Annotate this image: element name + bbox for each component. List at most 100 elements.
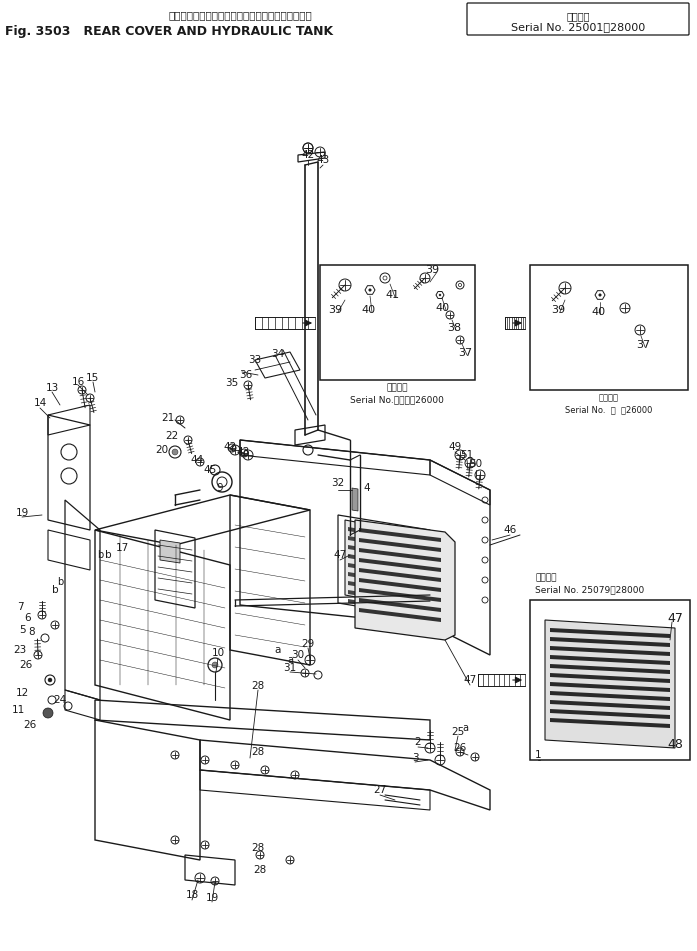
Polygon shape (348, 581, 422, 597)
Text: 47: 47 (333, 550, 346, 560)
Text: Serial No.　・　～26000: Serial No. ・ ～26000 (350, 396, 444, 404)
Text: 14: 14 (33, 398, 47, 408)
Polygon shape (359, 538, 441, 552)
Text: 37: 37 (636, 340, 650, 350)
Text: 4: 4 (364, 483, 370, 493)
Text: 37: 37 (458, 348, 472, 358)
Text: Serial No.  ・  ～26000: Serial No. ・ ～26000 (565, 405, 652, 415)
Text: 18: 18 (185, 890, 199, 900)
Polygon shape (550, 637, 670, 647)
Text: 27: 27 (374, 785, 387, 795)
Text: 47: 47 (464, 675, 477, 685)
Polygon shape (545, 620, 675, 748)
Text: リヤー　カバー　および　ハイドロリック　タンク: リヤー カバー および ハイドロリック タンク (168, 10, 312, 20)
Text: 44: 44 (190, 455, 204, 465)
Text: 45: 45 (204, 465, 217, 475)
Text: Fig. 3503   REAR COVER AND HYDRAULIC TANK: Fig. 3503 REAR COVER AND HYDRAULIC TANK (5, 25, 333, 38)
Text: 8: 8 (29, 627, 36, 637)
Text: 40: 40 (436, 303, 450, 313)
Text: 30: 30 (291, 650, 305, 660)
Polygon shape (550, 700, 670, 710)
Text: 43: 43 (316, 155, 330, 165)
Text: 23: 23 (13, 645, 26, 655)
Polygon shape (348, 545, 422, 561)
Polygon shape (348, 527, 422, 543)
Circle shape (172, 449, 178, 455)
Text: 適用号機: 適用号機 (386, 383, 408, 393)
Text: 3: 3 (412, 753, 418, 763)
Bar (320, 265, 475, 380)
Text: 26: 26 (20, 660, 33, 670)
Text: Serial No. 25001～28000: Serial No. 25001～28000 (511, 22, 645, 32)
Text: b: b (97, 550, 103, 560)
FancyBboxPatch shape (467, 3, 689, 35)
Polygon shape (359, 608, 441, 622)
Text: 適用号機: 適用号機 (566, 11, 590, 21)
Text: 28: 28 (252, 681, 265, 691)
Text: 17: 17 (116, 543, 129, 553)
Text: 40: 40 (591, 307, 605, 317)
Text: 15: 15 (85, 373, 98, 383)
Polygon shape (550, 709, 670, 719)
Polygon shape (550, 646, 670, 656)
Circle shape (48, 678, 52, 682)
Text: 9: 9 (217, 483, 223, 493)
Polygon shape (359, 568, 441, 582)
Polygon shape (550, 655, 670, 665)
Text: 28: 28 (252, 843, 265, 853)
Text: 11: 11 (11, 705, 24, 715)
Bar (530, 265, 688, 390)
Polygon shape (160, 540, 180, 563)
Polygon shape (345, 520, 425, 610)
Text: 20: 20 (155, 445, 169, 455)
Text: a: a (275, 645, 281, 655)
Text: 51: 51 (461, 450, 474, 460)
Polygon shape (348, 563, 422, 579)
Text: 36: 36 (239, 370, 252, 380)
Text: 46: 46 (503, 525, 516, 535)
Text: 16: 16 (71, 377, 84, 387)
Polygon shape (550, 718, 670, 728)
Text: 適用号機: 適用号機 (599, 394, 619, 402)
Text: 26: 26 (453, 743, 466, 753)
Polygon shape (550, 628, 670, 638)
Polygon shape (359, 598, 441, 612)
Text: 29: 29 (301, 639, 314, 649)
Circle shape (369, 289, 372, 291)
Text: 48: 48 (667, 739, 683, 751)
Polygon shape (359, 578, 441, 592)
Circle shape (599, 294, 602, 297)
Text: 21: 21 (162, 413, 175, 423)
Polygon shape (348, 599, 422, 615)
Circle shape (439, 294, 441, 296)
Polygon shape (550, 682, 670, 692)
Polygon shape (359, 588, 441, 602)
Text: 10: 10 (211, 648, 224, 658)
Polygon shape (550, 691, 670, 701)
Text: 5: 5 (19, 625, 25, 635)
Bar (530, 600, 690, 760)
Text: 7: 7 (17, 602, 23, 612)
Circle shape (212, 662, 218, 668)
Text: 13: 13 (45, 383, 59, 393)
Text: 43: 43 (236, 447, 250, 457)
Text: 39: 39 (551, 305, 565, 315)
Text: 31: 31 (284, 663, 297, 673)
Text: 34: 34 (271, 349, 284, 359)
Text: 適用号機: 適用号機 (535, 573, 556, 583)
Text: 1: 1 (535, 750, 542, 760)
Polygon shape (550, 673, 670, 683)
Polygon shape (352, 488, 358, 511)
Text: 47: 47 (667, 611, 683, 625)
Text: a: a (287, 655, 293, 665)
Text: 32: 32 (331, 478, 344, 488)
Text: 42: 42 (301, 150, 314, 160)
Text: 38: 38 (447, 323, 461, 333)
Text: 39: 39 (328, 305, 342, 315)
Text: 26: 26 (24, 720, 37, 730)
Polygon shape (348, 572, 422, 588)
Polygon shape (348, 536, 422, 552)
Text: 19: 19 (206, 893, 219, 903)
Text: 22: 22 (165, 431, 178, 441)
Polygon shape (355, 520, 455, 640)
